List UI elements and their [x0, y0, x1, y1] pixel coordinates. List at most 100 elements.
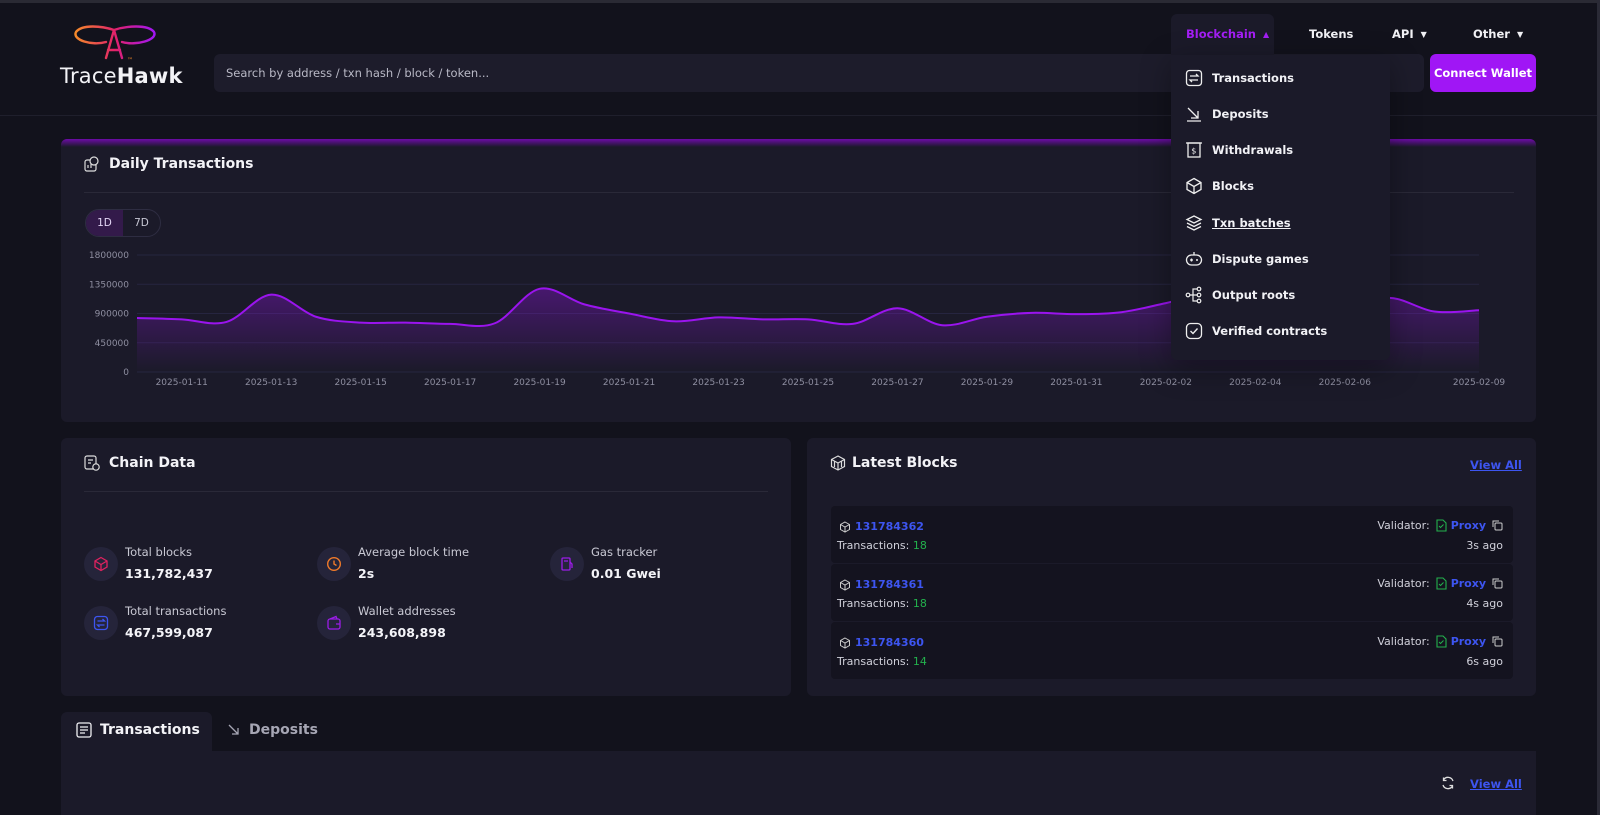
chart-point[interactable]: [268, 292, 274, 298]
contract-file-icon: [1436, 577, 1447, 590]
window-top-border: [0, 0, 1600, 3]
menu-item-txn-batches[interactable]: Txn batches: [1185, 211, 1291, 235]
block-number-link[interactable]: 131784361: [855, 578, 924, 591]
menu-item-withdrawals[interactable]: $ Withdrawals: [1185, 138, 1293, 162]
menu-item-label: Transactions: [1212, 71, 1294, 85]
nav-tokens[interactable]: Tokens: [1309, 27, 1353, 41]
validator-link[interactable]: Proxy: [1450, 519, 1486, 532]
chart-point[interactable]: [492, 320, 498, 326]
latest-blocks-title: Latest Blocks: [852, 455, 958, 471]
validator-label: Validator:: [1377, 577, 1430, 590]
block-number-link[interactable]: 131784362: [855, 520, 924, 533]
menu-item-label: Verified contracts: [1212, 324, 1328, 338]
chart-point[interactable]: [1073, 311, 1079, 317]
stat-label: Gas tracker: [591, 545, 658, 559]
tab-deposits[interactable]: Deposits: [227, 722, 318, 738]
svg-text:™: ™: [127, 57, 133, 62]
stat-value: 243,608,898: [358, 625, 446, 640]
x-tick-label: 2025-01-27: [871, 378, 923, 388]
x-tick-label: 2025-01-13: [245, 378, 297, 388]
chart-point[interactable]: [537, 286, 543, 292]
view-all-transactions-link[interactable]: View All: [1470, 777, 1522, 791]
chart-point[interactable]: [1029, 310, 1035, 316]
chart-point[interactable]: [1163, 300, 1169, 306]
chart-point[interactable]: [313, 314, 319, 320]
stat-total-blocks: Total blocks 131,782,437: [84, 545, 213, 581]
chart-point[interactable]: [716, 314, 722, 320]
y-tick-label: 900000: [95, 310, 130, 320]
chart-point[interactable]: [581, 301, 587, 307]
menu-item-transactions[interactable]: Transactions: [1185, 66, 1294, 90]
chart-point[interactable]: [1476, 307, 1482, 313]
chart-point[interactable]: [447, 321, 453, 327]
nav-api-label: API: [1392, 27, 1414, 41]
chart-point[interactable]: [626, 311, 632, 317]
block-row[interactable]: 131784362 Transactions: 18 Validator: Pr…: [831, 506, 1513, 563]
chart-point[interactable]: [223, 319, 229, 325]
caret-up-icon: ▲: [1262, 30, 1270, 39]
chart-point[interactable]: [939, 322, 945, 328]
menu-item-label: Deposits: [1212, 107, 1269, 121]
menu-item-output-roots[interactable]: Output roots: [1185, 283, 1295, 307]
block-transactions: Transactions: 14: [837, 655, 927, 668]
y-tick-label: 1800000: [89, 251, 129, 261]
chart-point[interactable]: [984, 314, 990, 320]
validator-link[interactable]: Proxy: [1450, 577, 1486, 590]
chart-point[interactable]: [671, 318, 677, 324]
chart-point[interactable]: [1118, 309, 1124, 315]
block-validator: Validator: Proxy: [1377, 635, 1503, 648]
menu-item-dispute-games[interactable]: Dispute games: [1185, 247, 1309, 271]
chart-point[interactable]: [760, 316, 766, 322]
range-1d-button[interactable]: 1D: [86, 210, 123, 236]
stat-label: Total transactions: [125, 604, 227, 618]
block-icon: [840, 520, 850, 533]
chart-point[interactable]: [1431, 309, 1437, 315]
nav-api[interactable]: API ▼: [1392, 27, 1427, 41]
menu-item-blocks[interactable]: Blocks: [1185, 174, 1254, 198]
daily-transactions-title: Daily Transactions: [109, 156, 254, 172]
tracehawk-logo[interactable]: ™ TraceHawk: [60, 24, 183, 90]
page-scrollbar[interactable]: [1597, 0, 1600, 815]
cube-icon: [84, 547, 118, 581]
transactions-icon: [1185, 69, 1203, 87]
chart-point[interactable]: [179, 316, 185, 322]
nav-blockchain-label: Blockchain: [1186, 27, 1256, 41]
blocks-stack-icon: [830, 455, 846, 471]
block-row[interactable]: 131784360 Transactions: 14 Validator: Pr…: [831, 622, 1513, 679]
tab-transactions-label: Transactions: [100, 722, 200, 738]
logo-wordmark: TraceHawk: [60, 64, 183, 88]
nav-other[interactable]: Other ▼: [1473, 27, 1523, 41]
connect-wallet-button[interactable]: Connect Wallet: [1430, 54, 1536, 92]
txn-label: Transactions:: [837, 655, 910, 668]
chart-point[interactable]: [134, 315, 140, 321]
block-row[interactable]: 131784361 Transactions: 18 Validator: Pr…: [831, 564, 1513, 621]
copy-icon[interactable]: [1492, 520, 1503, 531]
block-number: 131784362: [839, 520, 924, 533]
gamepad-icon: [1185, 252, 1203, 266]
wallet-icon: [317, 606, 351, 640]
chart-coins-icon: [84, 156, 99, 172]
copy-icon[interactable]: [1492, 636, 1503, 647]
chart-point[interactable]: [894, 305, 900, 311]
menu-item-deposits[interactable]: Deposits: [1185, 102, 1269, 126]
block-number-link[interactable]: 131784360: [855, 636, 924, 649]
deposits-arrow-icon: [228, 724, 239, 735]
menu-item-verified-contracts[interactable]: Verified contracts: [1185, 319, 1327, 343]
validator-link[interactable]: Proxy: [1450, 635, 1486, 648]
copy-icon[interactable]: [1492, 578, 1503, 589]
tab-transactions[interactable]: Transactions: [76, 722, 200, 738]
nav-blockchain[interactable]: Blockchain ▲: [1186, 27, 1269, 41]
x-tick-label: 2025-02-02: [1140, 378, 1192, 388]
refresh-icon[interactable]: [1441, 776, 1455, 790]
chart-point[interactable]: [402, 320, 408, 326]
chart-point[interactable]: [850, 321, 856, 327]
chart-point[interactable]: [358, 320, 364, 326]
view-all-blocks-link[interactable]: View All: [1470, 458, 1522, 472]
svg-text:$: $: [1191, 147, 1196, 156]
layers-icon: [1185, 215, 1203, 231]
latest-blocks-panel: Latest Blocks View All 131784362 Transac…: [807, 438, 1536, 696]
contract-file-icon: [1436, 635, 1447, 648]
range-7d-button[interactable]: 7D: [134, 217, 149, 229]
chart-point[interactable]: [805, 316, 811, 322]
panel-divider: [84, 491, 768, 492]
